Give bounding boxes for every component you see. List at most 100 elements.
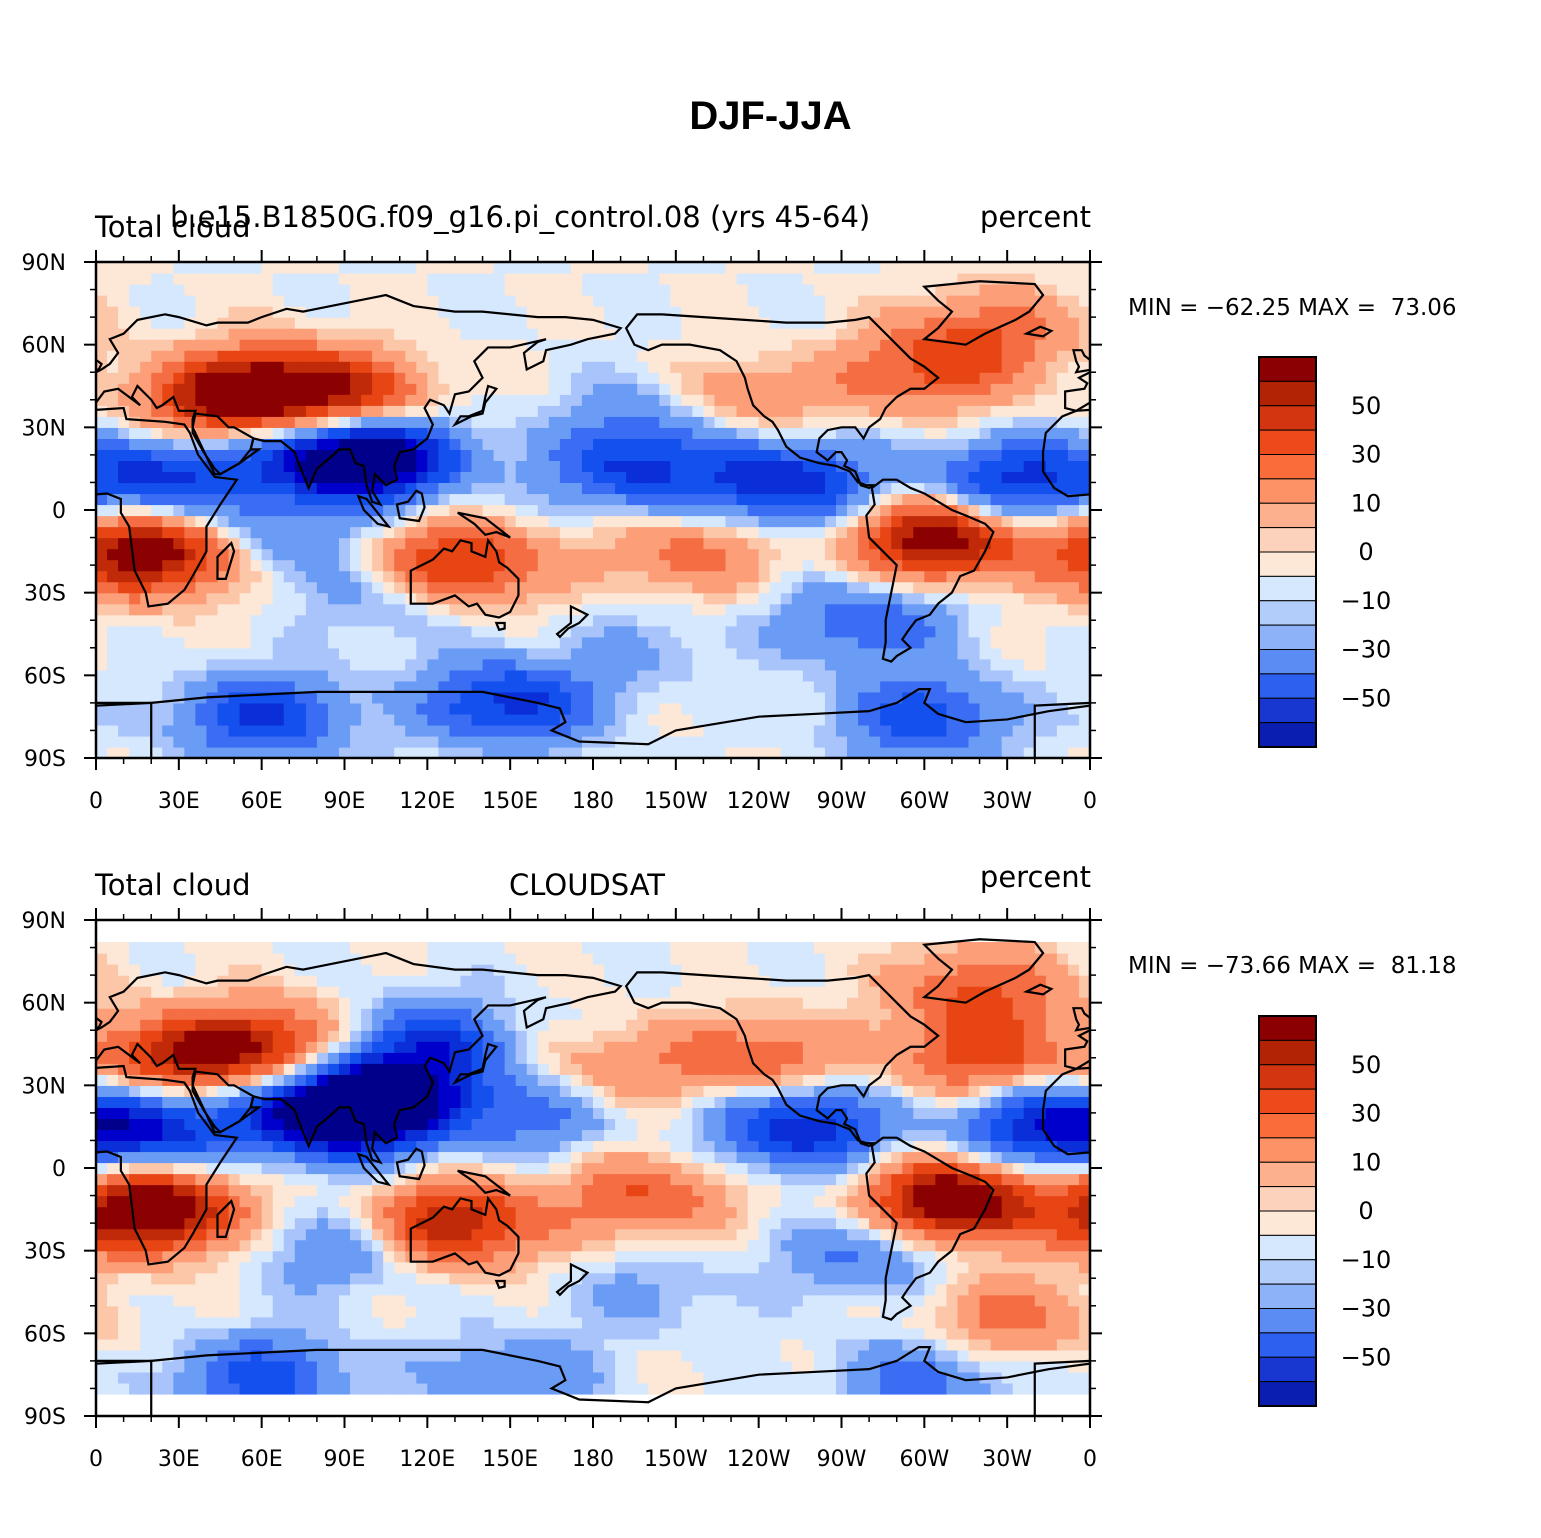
field-cell xyxy=(802,1360,815,1373)
field-cell xyxy=(294,416,307,428)
field-cell xyxy=(813,603,826,616)
field-cell xyxy=(1023,691,1036,704)
colorbar-box xyxy=(1258,380,1317,407)
field-cell xyxy=(162,262,174,274)
field-cell xyxy=(659,647,671,660)
field-cell xyxy=(504,317,517,329)
field-cell xyxy=(427,460,439,473)
field-cell xyxy=(338,383,351,395)
field-cell xyxy=(118,460,130,473)
field-cell xyxy=(692,1338,705,1351)
field-cell xyxy=(283,724,296,737)
field-cell xyxy=(338,1349,351,1362)
field-cell xyxy=(593,1294,605,1307)
field-cell xyxy=(493,1316,506,1329)
field-cell xyxy=(305,284,318,296)
field-cell xyxy=(902,1338,914,1351)
field-cell xyxy=(482,273,495,285)
field-cell xyxy=(703,471,716,484)
field-cell xyxy=(372,273,384,285)
field-cell xyxy=(184,702,196,715)
field-cell xyxy=(780,581,793,594)
field-cell xyxy=(692,1360,705,1373)
field-cell xyxy=(736,724,749,737)
field-cell xyxy=(195,614,208,627)
field-cell xyxy=(559,416,572,428)
field-cell xyxy=(869,1316,881,1329)
field-cell xyxy=(438,262,451,274)
field-cell xyxy=(780,614,793,627)
field-cell xyxy=(1001,504,1014,517)
field-cell xyxy=(350,614,362,627)
field-cell xyxy=(990,460,1003,473)
field-cell xyxy=(847,636,859,649)
field-cell xyxy=(460,691,473,704)
field-cell xyxy=(670,669,682,682)
field-cell xyxy=(626,449,638,461)
field-cell xyxy=(791,647,804,660)
field-cell xyxy=(383,625,395,638)
field-cell xyxy=(703,735,716,748)
field-cell xyxy=(847,460,859,473)
field-cell xyxy=(824,361,837,373)
field-cell xyxy=(1056,735,1069,748)
field-cell xyxy=(604,702,616,715)
field-cell xyxy=(957,361,970,373)
field-cell xyxy=(372,317,384,329)
field-cell xyxy=(206,713,219,726)
field-cell xyxy=(858,361,870,373)
field-cell xyxy=(946,449,959,461)
field-cell xyxy=(493,284,506,296)
field-cell xyxy=(515,1382,528,1395)
field-cell xyxy=(1001,1360,1014,1373)
field-cell xyxy=(372,504,384,517)
field-cell xyxy=(924,372,936,384)
field-cell xyxy=(1045,449,1058,461)
field-cell xyxy=(537,1349,550,1362)
field-cell xyxy=(96,482,108,495)
field-cell xyxy=(791,1327,804,1340)
field-cell xyxy=(946,669,959,682)
field-cell xyxy=(626,350,638,362)
field-cell xyxy=(725,504,738,517)
field-cell xyxy=(1023,647,1036,660)
field-cell xyxy=(184,735,196,748)
field-cell xyxy=(482,570,495,583)
field-cell xyxy=(173,394,185,406)
field-cell xyxy=(482,1349,495,1362)
field-cell xyxy=(869,1382,881,1395)
field-cell xyxy=(637,471,649,484)
field-cell xyxy=(835,680,848,693)
field-cell xyxy=(626,625,638,638)
field-cell xyxy=(526,713,539,726)
field-cell xyxy=(107,449,119,461)
field-cell xyxy=(802,416,815,428)
field-cell xyxy=(714,625,727,638)
field-cell xyxy=(559,328,572,340)
field-cell xyxy=(802,603,815,616)
field-cell xyxy=(361,1316,373,1329)
field-cell xyxy=(747,394,760,406)
field-cell xyxy=(802,306,815,318)
x-tick-label: 180 xyxy=(572,789,614,814)
field-cell xyxy=(283,372,296,384)
field-cell xyxy=(913,680,925,693)
field-cell xyxy=(283,460,296,473)
field-cell xyxy=(350,625,362,638)
field-cell xyxy=(493,1294,506,1307)
field-cell xyxy=(460,735,473,748)
field-cell xyxy=(725,460,738,473)
field-cell xyxy=(272,592,285,605)
field-cell xyxy=(681,262,693,274)
field-cell xyxy=(173,1349,185,1362)
field-cell xyxy=(648,350,660,362)
field-cell xyxy=(515,317,528,329)
field-cell xyxy=(1078,306,1090,318)
field-cell xyxy=(824,405,837,417)
field-cell xyxy=(570,361,583,373)
field-cell xyxy=(725,658,738,671)
field-cell xyxy=(471,636,484,649)
field-cell xyxy=(736,603,749,616)
field-cell xyxy=(173,361,185,373)
field-cell xyxy=(228,284,241,296)
